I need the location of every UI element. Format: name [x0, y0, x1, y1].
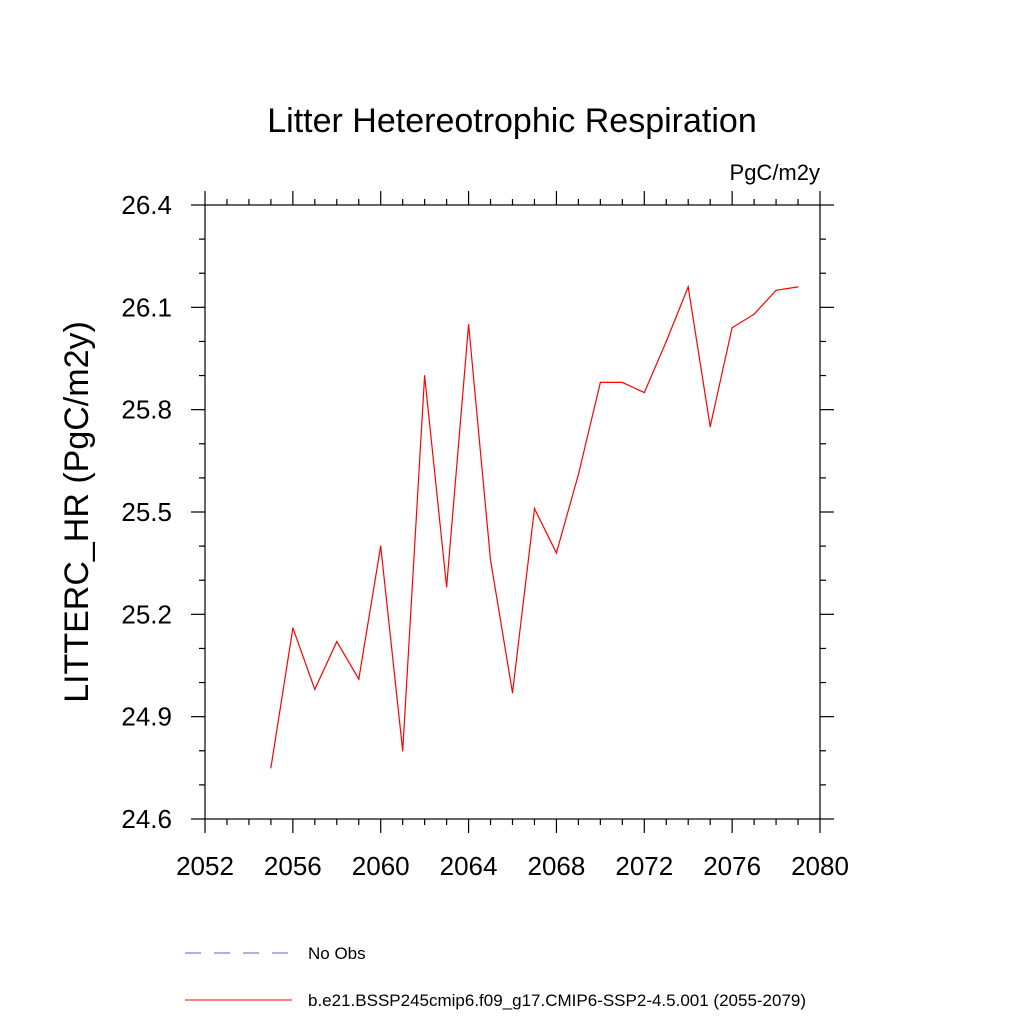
y-tick-labels: 24.6 24.9 25.2 25.5 25.8 26.1 26.4: [121, 190, 172, 834]
data-point: [643, 392, 645, 394]
data-point: [270, 767, 272, 769]
y-tick-label: 24.9: [121, 702, 172, 732]
axis-ticks: [191, 191, 834, 833]
chart-title: Litter Hetereotrophic Respiration: [267, 102, 756, 140]
data-point: [467, 323, 470, 325]
x-tick-label: 2064: [440, 851, 498, 881]
y-tick-label: 25.8: [121, 395, 172, 425]
data-point: [599, 381, 601, 383]
x-tick-label: 2076: [703, 851, 761, 881]
data-point: [775, 289, 777, 291]
data-point: [380, 545, 382, 547]
y-axis-label: LITTERC_HR (PgC/m2y): [58, 321, 96, 703]
x-tick-labels: 2052 2056 2060 2064 2068 2072 2076 2080: [176, 851, 849, 881]
data-point: [753, 313, 755, 315]
y-tick-label: 26.4: [121, 190, 172, 220]
y-tick-label: 24.6: [121, 804, 172, 834]
data-point: [446, 586, 448, 588]
units-label: PgC/m2y: [730, 160, 820, 185]
plot-frame: [204, 204, 821, 820]
data-point: [533, 507, 536, 510]
y-tick-label: 26.1: [121, 292, 172, 322]
series-layer: [270, 284, 799, 769]
data-point: [731, 327, 733, 329]
legend-label: No Obs: [308, 944, 366, 963]
data-point: [709, 426, 711, 428]
data-point: [555, 552, 558, 554]
y-tick-label: 25.5: [121, 497, 172, 527]
series-line: [270, 284, 799, 768]
legend: No Obs b.e21.BSSP245cmip6.f09_g17.CMIP6-S…: [185, 944, 806, 1010]
data-point: [621, 381, 623, 383]
data-point: [292, 627, 294, 629]
y-tick-label: 25.2: [121, 599, 172, 629]
data-point: [665, 340, 667, 343]
x-tick-label: 2072: [615, 851, 673, 881]
legend-label: b.e21.BSSP245cmip6.f09_g17.CMIP6-SSP2-4.…: [308, 991, 806, 1010]
data-point: [797, 286, 799, 288]
data-point: [336, 641, 338, 643]
data-point: [489, 559, 492, 561]
data-point: [687, 286, 689, 288]
x-tick-label: 2056: [264, 851, 322, 881]
data-point: [577, 473, 579, 476]
data-point: [314, 688, 316, 690]
data-point: [511, 692, 514, 694]
x-tick-label: 2052: [176, 851, 234, 881]
data-point: [424, 374, 426, 377]
x-tick-label: 2060: [352, 851, 410, 881]
data-point: [402, 750, 404, 752]
data-point: [358, 678, 360, 680]
x-tick-label: 2080: [791, 851, 849, 881]
x-tick-label: 2068: [528, 851, 586, 881]
